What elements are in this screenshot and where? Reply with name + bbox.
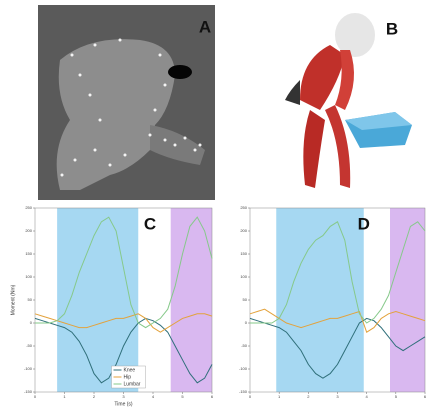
x-tick-label: 4 <box>152 394 155 399</box>
y-tick-label: 50 <box>28 297 33 302</box>
y-tick-label: -100 <box>239 366 248 371</box>
y-tick-label: -50 <box>241 343 248 348</box>
panel-label: C <box>144 214 156 233</box>
x-axis-label: Time (s) <box>114 401 132 407</box>
x-tick-label: 5 <box>181 394 184 399</box>
highlight-span <box>57 208 138 392</box>
x-tick-label: 2 <box>93 394 96 399</box>
x-tick-label: 0 <box>34 394 37 399</box>
y-tick-label: 100 <box>240 274 247 279</box>
legend-label: Lumbar <box>124 381 141 387</box>
y-tick-label: 0 <box>30 320 33 325</box>
legend-label: Hip <box>124 374 132 380</box>
x-tick-label: 1 <box>278 394 281 399</box>
x-tick-label: 2 <box>307 394 310 399</box>
panel-a: A <box>38 5 215 200</box>
x-tick-label: 0 <box>249 394 252 399</box>
y-tick-label: 50 <box>243 297 248 302</box>
y-tick-label: 150 <box>25 251 32 256</box>
x-tick-label: 1 <box>63 394 66 399</box>
x-tick-label: 6 <box>424 394 427 399</box>
y-tick-label: -150 <box>239 389 248 394</box>
y-tick-label: 100 <box>25 274 32 279</box>
y-tick-label: 250 <box>240 205 247 210</box>
panel-label: A <box>199 17 211 36</box>
y-tick-label: 200 <box>240 228 247 233</box>
y-tick-label: -150 <box>24 389 33 394</box>
x-tick-label: 6 <box>211 394 214 399</box>
x-tick-label: 5 <box>395 394 398 399</box>
y-tick-label: 0 <box>245 320 248 325</box>
x-tick-label: 4 <box>366 394 369 399</box>
x-tick-label: 3 <box>336 394 339 399</box>
panel-label: B <box>386 19 398 38</box>
y-tick-label: -100 <box>24 366 33 371</box>
x-tick-label: 3 <box>122 394 125 399</box>
page: {"images": [{"label": "A"}, {"label": "B… <box>0 0 430 417</box>
panel-b: B <box>285 13 412 188</box>
y-tick-label: 250 <box>25 205 32 210</box>
y-tick-label: 200 <box>25 228 32 233</box>
y-tick-label: -50 <box>26 343 33 348</box>
y-axis-label: Moment (Nm) <box>10 284 16 315</box>
figure: A B -150-100-500501001502002500123456Tim… <box>0 0 430 412</box>
y-tick-label: 150 <box>240 251 247 256</box>
legend-label: Knee <box>124 367 136 373</box>
panel-label: D <box>358 214 370 233</box>
highlight-span <box>276 208 364 392</box>
